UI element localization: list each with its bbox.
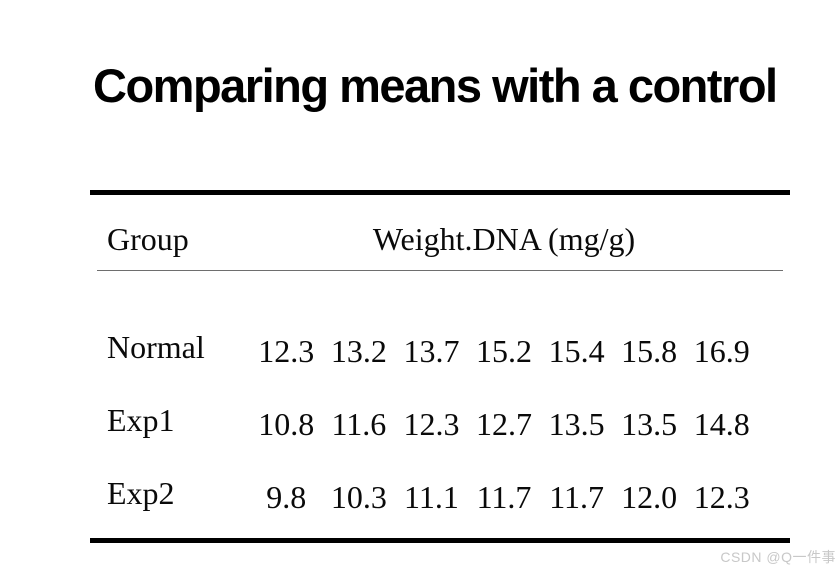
table-row-exp1: Exp1 10.8 11.6 12.3 12.7 13.5 13.5 14.8 [90, 384, 790, 457]
row-label: Exp1 [107, 402, 175, 438]
slide-title: Comparing means with a control [93, 59, 778, 112]
value-cell: 14.8 [693, 406, 750, 442]
value-cell: 12.3 [693, 479, 750, 515]
value-cell: 12.3 [403, 406, 460, 442]
value-cell: 11.1 [404, 479, 459, 515]
value-cell: 10.8 [258, 406, 315, 442]
value-cell: 12.7 [476, 406, 533, 442]
value-cell: 11.7 [549, 479, 604, 515]
value-cell: 11.7 [476, 479, 532, 515]
data-table: Group Weight.DNA (mg/g) Normal 12.3 13.2… [90, 190, 790, 543]
row-values: 9.8 10.3 11.1 11.7 11.7 12.0 12.3 [250, 475, 758, 515]
value-cell: 9.8 [266, 479, 307, 515]
value-cell: 12.0 [621, 479, 678, 515]
header-value-label: Weight.DNA (mg/g) [372, 221, 636, 257]
value-cell: 11.6 [331, 406, 387, 442]
table-top-rule [90, 190, 790, 195]
value-cell: 12.3 [258, 333, 315, 369]
row-label: Exp2 [107, 475, 175, 511]
value-cell: 16.9 [693, 333, 750, 369]
table-header-row: Group Weight.DNA (mg/g) [90, 195, 790, 270]
row-values: 10.8 11.6 12.3 12.7 13.5 13.5 14.8 [250, 402, 758, 442]
value-cell: 13.5 [548, 406, 605, 442]
value-cell: 15.2 [476, 333, 533, 369]
watermark: CSDN @Q一件事 [720, 549, 836, 565]
table-header-rule [97, 270, 783, 271]
value-cell: 13.2 [330, 333, 387, 369]
value-cell: 13.7 [403, 333, 460, 369]
header-group-label: Group [107, 221, 189, 257]
row-label: Normal [107, 329, 205, 365]
value-cell: 10.3 [330, 479, 387, 515]
value-cell: 13.5 [621, 406, 678, 442]
value-cell: 15.4 [548, 333, 605, 369]
table-row-normal: Normal 12.3 13.2 13.7 15.2 15.4 15.8 16.… [90, 311, 790, 384]
value-cell: 15.8 [621, 333, 678, 369]
row-values: 12.3 13.2 13.7 15.2 15.4 15.8 16.9 [250, 329, 758, 369]
table-row-exp2: Exp2 9.8 10.3 11.1 11.7 11.7 12.0 12.3 [90, 457, 790, 530]
table-bottom-rule [90, 538, 790, 543]
table-body: Normal 12.3 13.2 13.7 15.2 15.4 15.8 16.… [90, 271, 790, 538]
